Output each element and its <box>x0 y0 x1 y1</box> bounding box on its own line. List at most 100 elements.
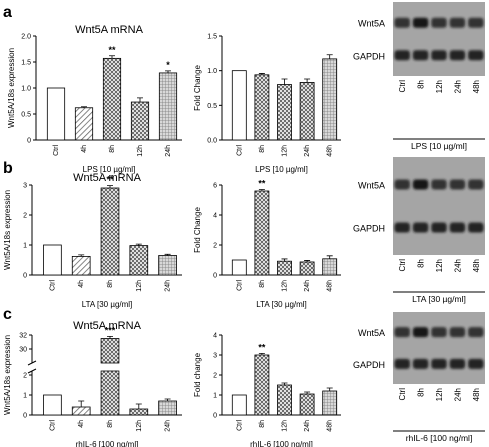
category-label: 12h <box>282 280 289 292</box>
category-label: 8h <box>109 145 116 153</box>
blot-band <box>449 222 466 233</box>
axis-break-mark <box>27 360 37 374</box>
blot-lane-label: 8h <box>417 259 426 268</box>
category-label: 12h <box>136 280 143 292</box>
blot-lane-label: 24h <box>453 259 462 272</box>
blot-band <box>431 358 447 369</box>
category-label: 12h <box>137 145 144 157</box>
category-label: Ctrl <box>53 145 60 156</box>
blot-lane-label: 12h <box>435 259 444 272</box>
bar-8h <box>102 57 122 141</box>
bar-12h <box>277 384 292 416</box>
chart-c-fold: 0 1 2 3 4 Fold change rhIL-6 [100 ng/ml] Ctrl **… <box>193 333 341 447</box>
bar-24h <box>299 261 315 276</box>
category-label: Ctrl <box>49 280 56 291</box>
chart-title: Wnt5A mRNA <box>73 320 142 332</box>
y-tick-label: 1 <box>23 243 27 250</box>
error-bar <box>281 382 288 385</box>
y-tick-label: 2 <box>213 373 217 380</box>
category-label: 48h <box>327 420 334 432</box>
blot-band <box>468 179 484 190</box>
blot-band <box>449 50 466 61</box>
y-tick-label: 30 <box>19 347 27 354</box>
chart-a-mrna: 0 0.5 1.0 1.5 2.0 Wnt5A/18s expression Wnt5A m… <box>7 24 182 174</box>
error-bar <box>107 185 113 188</box>
bar-8h <box>100 187 120 276</box>
category-label: 12h <box>282 145 289 157</box>
bar-charts: 0 0.5 1.0 1.5 2.0 Wnt5A/18s expression Wnt5A m… <box>3 24 341 447</box>
error-bar <box>281 258 288 262</box>
error-bar <box>304 260 311 262</box>
error-bar <box>258 353 265 355</box>
x-axis-label: LPS [10 µg/ml] <box>255 165 308 174</box>
category-label: 48h <box>327 280 334 292</box>
bar-48h <box>322 258 338 276</box>
blot-lane-label: Ctrl <box>398 259 407 272</box>
chart-title: Wnt5A mRNA <box>73 172 142 184</box>
bar-ctrl <box>46 87 66 141</box>
blot-band <box>394 50 410 61</box>
blot-label-wnt5a: Wnt5A <box>358 180 385 190</box>
error-bar <box>326 54 333 59</box>
category-label: 4h <box>78 420 85 428</box>
blot-band <box>412 179 429 190</box>
significance-marker: ** <box>106 175 114 185</box>
bar-48h <box>322 390 338 416</box>
x-axis-label: rhIL-6 [100 ng/ml] <box>250 440 313 447</box>
blot-band <box>394 17 410 28</box>
blot-band <box>431 327 447 338</box>
bar-24h <box>158 255 177 276</box>
blot-panel-b: Wnt5A GAPDH Ctrl 8h 12h 24h 48h LTA [30 µg/ml] <box>353 157 485 304</box>
blot-lane-label: 24h <box>453 388 462 401</box>
blot-band <box>412 358 429 369</box>
bar-48h <box>322 58 338 141</box>
category-label: 24h <box>304 145 311 157</box>
y-axis-label: Wnt5A/18s expression <box>3 335 12 415</box>
blot-lane-label: Ctrl <box>398 388 407 401</box>
blot-panel-c: Wnt5A GAPDH Ctrl 8h 12h 24h 48h rhIL-6 [100 ng/… <box>353 312 485 443</box>
x-axis-label: rhIL-6 [100 ng/ml] <box>76 440 139 447</box>
bar-ctrl <box>231 394 247 416</box>
y-tick-label: 0 <box>23 273 27 280</box>
chart-b-fold: 0 2 4 6 Fold Change LTA [30 µg/ml] Ctrl ** 8h 12h… <box>193 179 341 309</box>
y-axis-label: Fold Change <box>193 207 202 253</box>
y-tick-label: 0 <box>213 273 217 280</box>
blot-band <box>468 358 484 369</box>
blot-lane-label: 12h <box>435 80 444 93</box>
bar-8h <box>254 190 270 276</box>
y-tick-label: 4 <box>213 333 217 340</box>
bar-24h <box>299 393 315 416</box>
y-axis-label: Fold Change <box>193 65 202 111</box>
category-label: 12h <box>282 420 289 432</box>
blot-band <box>394 327 410 338</box>
error-bar <box>78 400 85 407</box>
category-label: 8h <box>259 280 266 288</box>
blot-band <box>468 327 484 338</box>
category-label: Ctrl <box>236 145 243 156</box>
x-axis-label: LTA [30 µg/ml] <box>256 300 307 309</box>
blot-lane-label: 24h <box>453 80 462 93</box>
bar-ctrl <box>231 70 247 141</box>
bar-8h-lower <box>100 370 120 416</box>
bar-8h <box>254 354 270 416</box>
x-axis-label: LPS [10 µg/ml] <box>83 165 136 174</box>
blot-band <box>449 17 466 28</box>
y-tick-label: 0 <box>23 413 27 420</box>
bar-8h-upper <box>100 338 120 364</box>
category-label: Ctrl <box>236 280 243 291</box>
y-axis-label: Wnt5A/18s expression <box>7 48 16 128</box>
y-tick-label: 1.5 <box>207 34 217 41</box>
blot-lane-label: 8h <box>417 80 426 89</box>
chart-title: Wnt5A mRNA <box>75 24 144 36</box>
significance-marker: *** <box>105 325 116 335</box>
y-tick-label: 1.0 <box>21 86 31 93</box>
blot-band <box>431 179 447 190</box>
y-axis-label: Fold change <box>193 352 202 397</box>
y-tick-label: 2 <box>23 373 27 380</box>
error-bar <box>326 387 333 391</box>
blot-lane-label: 48h <box>472 259 481 272</box>
category-label: 8h <box>107 420 114 428</box>
blot-band <box>412 50 429 61</box>
error-bar <box>109 55 115 59</box>
blot-band <box>431 50 447 61</box>
